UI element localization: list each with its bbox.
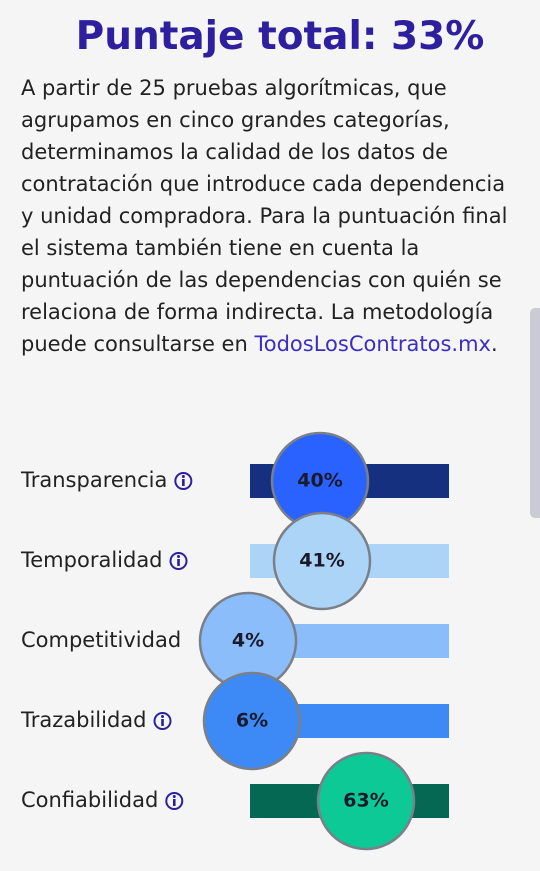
metric-label: Trazabilidad xyxy=(20,708,147,732)
description-text: A partir de 25 pruebas algorítmicas, que… xyxy=(21,76,508,356)
score-circle xyxy=(272,511,372,611)
info-icon[interactable] xyxy=(174,472,193,490)
info-icon[interactable] xyxy=(153,712,172,730)
info-stem xyxy=(177,559,180,566)
scrollbar[interactable] xyxy=(530,308,540,518)
info-stem xyxy=(182,479,185,486)
score-label: 40% xyxy=(297,470,342,492)
metric-label: Temporalidad xyxy=(20,548,163,572)
info-stem xyxy=(172,799,176,806)
description: A partir de 25 pruebas algorítmicas, que… xyxy=(21,72,511,360)
score-label: 41% xyxy=(299,550,344,572)
score-circle xyxy=(202,671,302,771)
score-circle xyxy=(316,751,416,851)
info-ring xyxy=(174,472,193,490)
info-stem xyxy=(161,719,164,726)
description-end: . xyxy=(490,332,498,356)
info-dot xyxy=(181,475,185,478)
info-ring xyxy=(165,792,184,810)
info-ring xyxy=(153,712,172,730)
metric-label: Competitividad xyxy=(21,628,181,652)
score-label: 63% xyxy=(343,790,388,812)
info-dot xyxy=(172,795,176,798)
metric-label: Confiabilidad xyxy=(21,788,158,812)
info-icon[interactable] xyxy=(165,792,184,810)
info-dot xyxy=(161,715,164,718)
score-label: 4% xyxy=(232,630,264,652)
info-ring xyxy=(169,552,188,570)
info-dot xyxy=(177,555,181,558)
info-icon[interactable] xyxy=(169,552,188,570)
title: Puntaje total: 33% xyxy=(75,14,485,59)
link[interactable]: TodosLosContratos.mx xyxy=(254,332,491,356)
score-label: 6% xyxy=(236,710,268,732)
metric-label: Transparencia xyxy=(20,468,167,492)
